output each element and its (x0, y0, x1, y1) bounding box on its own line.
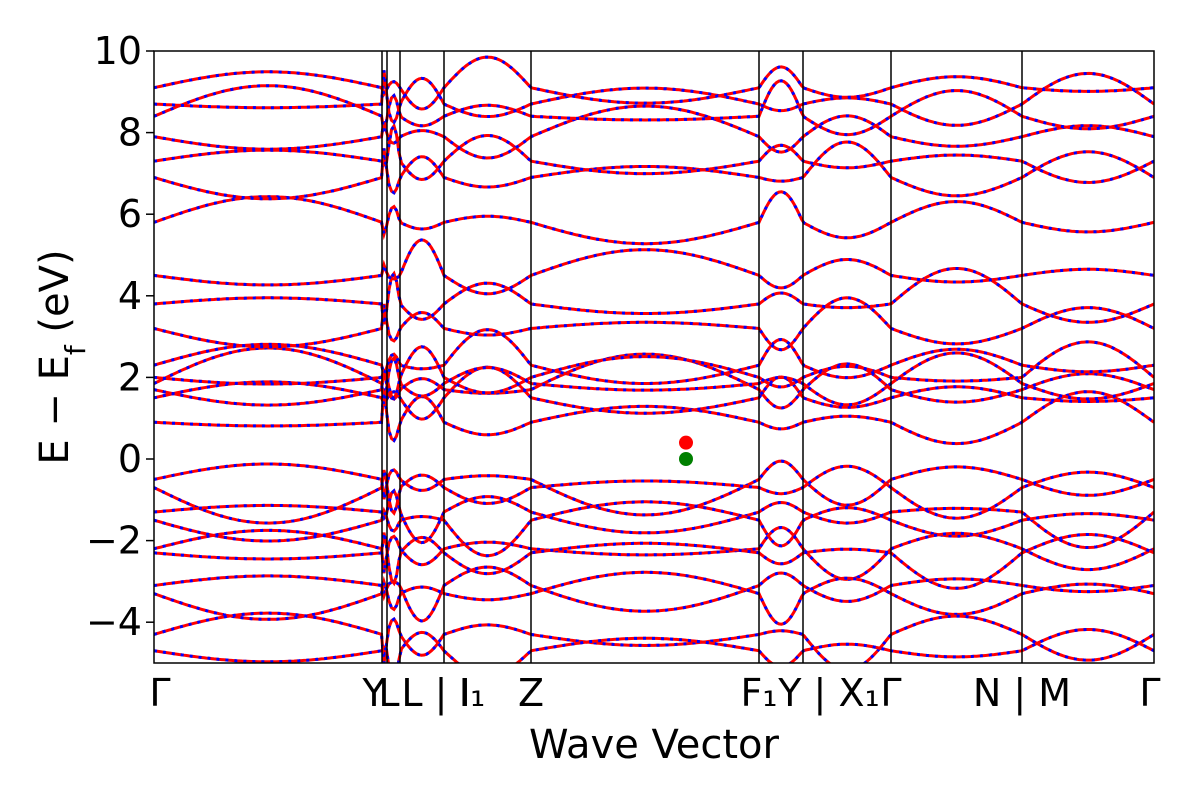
band-line-solid (154, 340, 1154, 401)
y-tick-label: −4 (86, 600, 142, 644)
band-line-dotted (154, 459, 1154, 517)
y-tick-label: 10 (94, 29, 142, 73)
y-tick-label: 8 (118, 111, 142, 155)
y-axis-label: E − Ef (eV) (32, 249, 92, 464)
band-lines (154, 55, 1154, 663)
kpoint-label: I₁ (459, 671, 485, 715)
y-tick-label: 4 (118, 274, 142, 318)
y-axis-label-unit: (eV) (32, 249, 78, 345)
band-line-solid (154, 140, 1154, 201)
band-line-solid (154, 611, 1154, 663)
band-line-solid (154, 565, 1154, 623)
band-line-solid (154, 190, 1154, 246)
y-axis-label-sub: f (59, 344, 92, 355)
band-line-solid (154, 267, 1154, 325)
kpoint-label: Γ (880, 671, 901, 715)
band-line-solid (154, 238, 1154, 296)
band-line-solid (154, 570, 1154, 626)
x-axis-label: Wave Vector (529, 722, 780, 768)
y-tick-label: 0 (118, 437, 142, 481)
kpoint-label: F₁ (740, 671, 777, 715)
band-line-solid (154, 365, 1154, 421)
y-axis-ticks: −4 −2 0 2 4 6 8 10 (86, 29, 154, 644)
plot-frame (153, 50, 1155, 664)
band-line-dotted (154, 346, 1154, 407)
band-line-solid (154, 328, 1154, 385)
kpoint-label: Γ (149, 671, 170, 715)
band-line-dotted (154, 296, 1154, 352)
band-line-dotted (154, 565, 1154, 623)
kpoint-label: Z (518, 671, 544, 715)
band-line-dotted (154, 190, 1154, 246)
band-line-solid (154, 352, 1154, 410)
kpoint-label: Y | X₁ (777, 671, 879, 716)
kpoint-label: L (378, 671, 399, 715)
band-line-dotted (154, 70, 1154, 127)
kpoint-label: Γ (1139, 671, 1160, 715)
band-line-dotted (154, 238, 1154, 296)
band-line-dotted (154, 79, 1154, 137)
band-line-solid (154, 55, 1154, 111)
high-symmetry-lines (381, 51, 1023, 663)
y-tick-label: −2 (86, 519, 142, 563)
band-line-dotted (154, 365, 1154, 421)
band-edge-marker (679, 452, 693, 466)
band-line-dotted (154, 122, 1154, 185)
kpoint-label: Y (361, 671, 386, 715)
band-line-dotted (154, 388, 1154, 446)
band-line-dotted (154, 525, 1154, 581)
y-tick-label: 2 (118, 355, 142, 399)
band-line-dotted (154, 352, 1154, 410)
band-edge-marker (679, 435, 693, 450)
kpoint-label: L | I (401, 671, 470, 716)
y-tick-label: 6 (118, 192, 142, 236)
y-axis-label-main: E − E (32, 355, 78, 465)
band-line-solid (154, 70, 1154, 127)
band-line-dotted (154, 104, 1154, 160)
band-edge-markers (679, 435, 693, 466)
band-line-dotted (154, 55, 1154, 111)
band-line-solid (154, 388, 1154, 446)
band-line-solid (154, 488, 1154, 549)
band-line-solid (154, 532, 1154, 590)
kpoint-label: N | M (973, 671, 1071, 716)
band-line-dotted (154, 628, 1154, 663)
